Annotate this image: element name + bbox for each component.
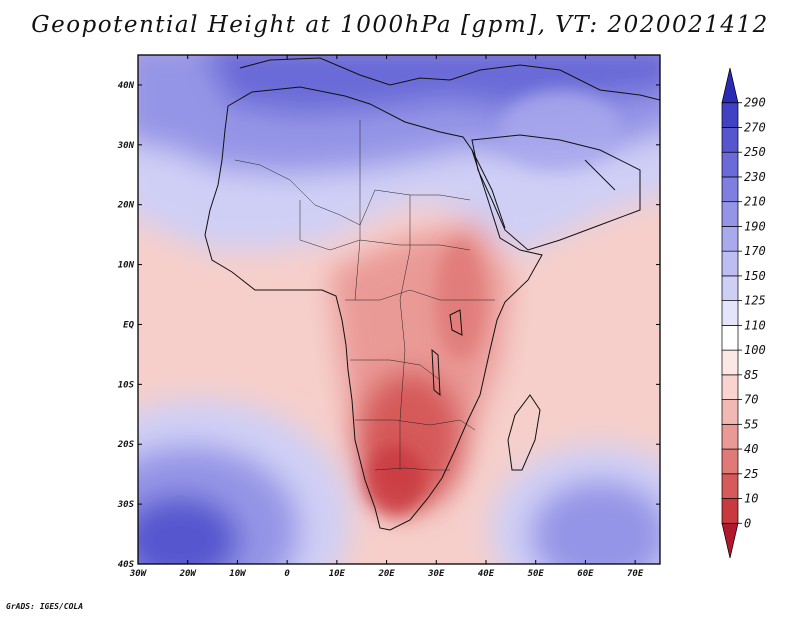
- coastline-arabia: [471, 134, 641, 251]
- axis-ticks: 30W 20W 10W 0 10E 20E 30E 40E 50E 60E 70E 40N 30N 20N…: [117, 55, 660, 579]
- map-frame: [137, 54, 661, 565]
- great-lakes: [431, 309, 463, 397]
- border-north-south-2: [354, 120, 361, 301]
- colorbar-label: 150: [744, 269, 766, 283]
- lon-tick-label: 40E: [478, 569, 495, 579]
- colorbar-segment: [721, 423, 739, 450]
- coastline-africa: [204, 86, 543, 531]
- height-field: [138, 55, 660, 564]
- colorbar-label: 100: [744, 343, 766, 357]
- colorbar-segment: [721, 349, 739, 376]
- colorbar-label: 170: [744, 244, 766, 258]
- coastline-madagascar: [507, 394, 541, 471]
- lat-tick-label: EQ: [123, 320, 134, 330]
- colorbar-segment: [721, 275, 739, 301]
- field-arabian-high: [500, 90, 620, 170]
- colorbar-segment: [721, 325, 739, 351]
- colorbar-segment: [721, 300, 739, 326]
- field-southern-low-core: [365, 445, 425, 515]
- colorbar-label: 190: [744, 219, 766, 233]
- colorbar-label: 70: [744, 393, 758, 407]
- lon-tick-label: 10E: [329, 569, 346, 579]
- country-borders: [234, 120, 495, 471]
- border-congo: [350, 359, 441, 381]
- colorbar-bottom-triangle: [721, 522, 739, 559]
- lon-tick-label: 50E: [528, 569, 545, 579]
- colorbar-segment: [721, 102, 739, 128]
- colorbar-label: 85: [744, 368, 758, 382]
- coastlines: [204, 57, 660, 531]
- colorbar-segment: [721, 374, 739, 400]
- colorbar-label: 110: [744, 318, 766, 332]
- colorbar-segment: [721, 498, 739, 524]
- field-southeast-core: [530, 480, 660, 564]
- lat-tick-label: 40S: [118, 560, 135, 570]
- lat-tick-label: 30N: [117, 141, 135, 151]
- colorbar-top-triangle: [721, 67, 739, 104]
- colorbar-label: 270: [744, 120, 766, 134]
- lat-tick-label: 10S: [118, 380, 135, 390]
- lon-tick-label: 20E: [377, 569, 395, 579]
- lon-tick-label: 70E: [627, 569, 644, 579]
- coastline-gulf: [584, 159, 616, 191]
- lat-tick-label: 20S: [117, 440, 135, 450]
- field-southwest-max: [138, 495, 240, 564]
- colorbar-segment: [721, 399, 739, 425]
- lat-tick-label: 40N: [118, 81, 135, 91]
- border-north-south-1: [399, 195, 411, 470]
- colorbar-label: 10: [744, 492, 758, 506]
- border-southern-africa: [355, 419, 476, 431]
- colorbar-segment: [721, 226, 739, 252]
- colorbar: 0 10 25 40 55 70 85 100 110 125 150 170 190 210 230 250…: [721, 67, 766, 559]
- colorbar-label: 250: [744, 145, 766, 159]
- lon-tick-label: 20W: [179, 569, 198, 579]
- colorbar-label: 125: [744, 294, 766, 308]
- colorbar-segment: [721, 201, 739, 227]
- border-central-africa: [345, 289, 495, 301]
- colorbar-label: 25: [744, 467, 758, 481]
- lon-tick-label: 0: [284, 569, 290, 579]
- map-title: Geopotential Height at 1000hPa [gpm], VT…: [31, 12, 769, 38]
- coastline-red-sea: [471, 149, 506, 229]
- colorbar-segment: [721, 473, 739, 499]
- colorbar-label: 0: [744, 516, 751, 530]
- border-sahara: [234, 159, 471, 226]
- border-south-africa: [374, 467, 450, 471]
- lat-tick-label: 30S: [117, 500, 135, 510]
- lat-tick-label: 20N: [117, 201, 135, 211]
- colorbar-segment: [721, 176, 739, 203]
- colorbar-segment: [721, 448, 739, 475]
- lon-tick-label: 30W: [129, 569, 148, 579]
- colorbar-segment: [721, 127, 739, 153]
- colorbar-label: 40: [744, 442, 758, 456]
- colorbar-segment: [721, 250, 739, 277]
- lat-tick-label: 10N: [118, 261, 135, 271]
- colorbar-label: 55: [744, 417, 758, 431]
- colorbar-label: 230: [744, 170, 766, 184]
- colorbar-label: 290: [744, 96, 766, 110]
- colorbar-segment: [721, 151, 739, 178]
- colorbar-label: 210: [744, 195, 766, 209]
- lon-tick-label: 60E: [577, 569, 594, 579]
- lon-tick-label: 30E: [427, 569, 445, 579]
- lon-tick-label: 10W: [229, 569, 247, 579]
- coastline-europe: [239, 57, 660, 101]
- footer-credit: GrADS: IGES/COLA: [6, 602, 84, 611]
